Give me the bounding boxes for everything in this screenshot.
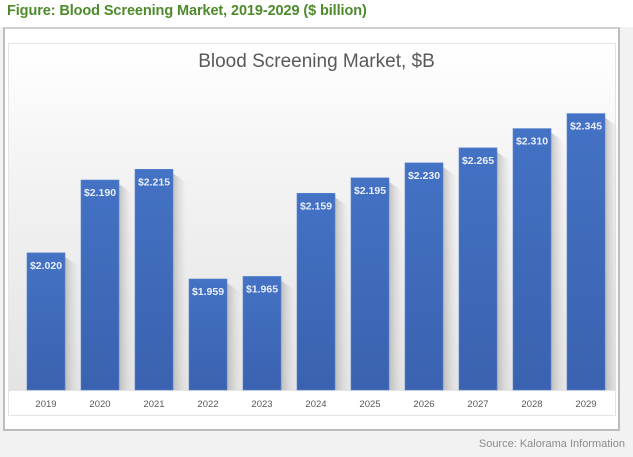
x-tick-2021: 2021 <box>143 399 164 410</box>
figure-title: Figure: Blood Screening Market, 2019-202… <box>7 3 367 19</box>
x-tick-2024: 2024 <box>305 399 326 410</box>
x-tick-2019: 2019 <box>35 399 56 410</box>
bar-labels: $2.020 $2.190 $2.215 $1.959 $1.965 $2.159 $2.1… <box>30 121 602 298</box>
bar-2020 <box>80 179 120 391</box>
x-tick-2025: 2025 <box>359 399 380 410</box>
x-axis-label-strip <box>9 391 615 415</box>
bar-2025 <box>350 177 390 391</box>
bar-shadow <box>443 166 457 390</box>
data-label-2020: $2.190 <box>84 187 116 199</box>
bar-shadow <box>227 283 241 390</box>
bar-shadow <box>605 117 619 391</box>
source-note: Source: Kalorama Information <box>478 438 625 450</box>
data-label-2025: $2.195 <box>354 185 386 197</box>
chart-title: Blood Screening Market, $B <box>198 51 435 72</box>
x-axis-ticks: 2019 2020 2021 2022 2023 2024 2025 2026 2027 2028… <box>35 399 596 410</box>
data-label-2028: $2.310 <box>516 136 548 148</box>
data-label-2023: $1.965 <box>246 283 278 295</box>
bar-shadow <box>497 151 511 390</box>
bar-shadow <box>389 181 403 390</box>
bar-shadow <box>65 256 79 390</box>
data-label-2027: $2.265 <box>462 155 494 167</box>
data-label-2024: $2.159 <box>300 200 332 212</box>
x-tick-2026: 2026 <box>413 399 434 410</box>
x-tick-2028: 2028 <box>521 399 542 410</box>
data-label-2026: $2.230 <box>408 170 440 182</box>
bar-shadow <box>281 280 295 390</box>
x-tick-2027: 2027 <box>467 399 488 410</box>
bar-shadow <box>335 197 349 390</box>
x-tick-2029: 2029 <box>575 399 596 410</box>
x-tick-2023: 2023 <box>251 399 272 410</box>
data-label-2029: $2.345 <box>570 121 602 133</box>
bar-2021 <box>134 168 174 391</box>
bar-shadow <box>119 184 133 390</box>
bars <box>26 113 606 391</box>
data-label-2019: $2.020 <box>30 260 62 272</box>
bar-2024 <box>296 192 336 391</box>
bar-2027 <box>458 147 498 391</box>
bar-2022 <box>188 278 228 391</box>
bar-2023 <box>242 276 282 391</box>
data-label-2022: $1.959 <box>192 286 224 298</box>
bar-shadow <box>551 132 565 391</box>
bar-2026 <box>404 162 444 391</box>
bar-2028 <box>512 128 552 391</box>
figure-header: Figure: Blood Screening Market, 2019-202… <box>0 0 633 27</box>
x-tick-2022: 2022 <box>197 399 218 410</box>
bar-2019 <box>26 252 66 391</box>
x-tick-2020: 2020 <box>89 399 110 410</box>
bar-shadow <box>173 173 187 390</box>
data-label-2021: $2.215 <box>138 176 170 188</box>
bar-shadows <box>65 117 619 391</box>
bar-2029 <box>566 113 606 391</box>
